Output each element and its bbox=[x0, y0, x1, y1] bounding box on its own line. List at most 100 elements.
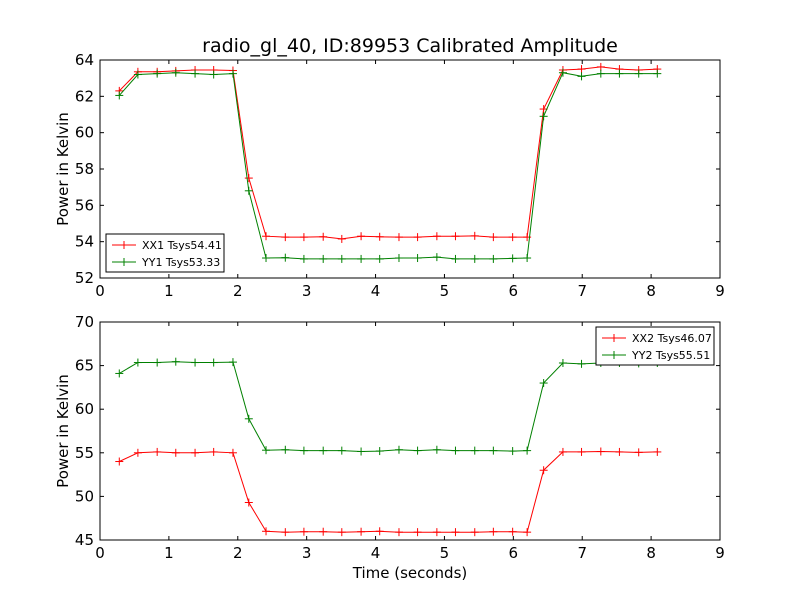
data-point bbox=[244, 186, 253, 195]
data-point bbox=[508, 254, 517, 263]
x-tick-label: 0 bbox=[95, 544, 105, 562]
data-point bbox=[432, 528, 441, 537]
data-point bbox=[337, 446, 346, 455]
data-point bbox=[299, 527, 308, 536]
x-tick-label: 6 bbox=[509, 282, 519, 300]
data-point bbox=[470, 254, 479, 263]
chart-title: radio_gl_40, ID:89953 Calibrated Amplitu… bbox=[202, 35, 618, 57]
data-point bbox=[281, 253, 290, 262]
x-axis-label: Time (seconds) bbox=[352, 564, 468, 582]
data-point bbox=[394, 233, 403, 242]
data-point bbox=[262, 254, 271, 263]
data-point bbox=[634, 448, 643, 457]
data-point bbox=[558, 68, 567, 77]
data-point bbox=[319, 232, 328, 241]
data-point bbox=[615, 447, 624, 456]
y-tick-label: 58 bbox=[75, 160, 94, 178]
data-point bbox=[523, 446, 532, 455]
data-point bbox=[244, 414, 253, 423]
data-point bbox=[244, 498, 253, 507]
x-tick-label: 7 bbox=[577, 544, 587, 562]
data-point bbox=[394, 445, 403, 454]
data-point bbox=[634, 69, 643, 78]
data-point bbox=[508, 527, 517, 536]
data-point bbox=[470, 446, 479, 455]
data-point bbox=[577, 72, 586, 81]
data-point bbox=[281, 528, 290, 537]
data-point bbox=[394, 528, 403, 537]
data-point bbox=[508, 447, 517, 456]
x-tick-label: 2 bbox=[233, 282, 243, 300]
data-point bbox=[115, 91, 124, 100]
x-tick-label: 6 bbox=[509, 544, 519, 562]
data-point bbox=[153, 69, 162, 78]
y-tick-label: 55 bbox=[75, 444, 94, 462]
y-tick-label: 54 bbox=[75, 233, 94, 251]
data-point bbox=[413, 254, 422, 263]
data-point bbox=[470, 528, 479, 537]
data-point bbox=[539, 112, 548, 121]
data-point bbox=[375, 232, 384, 241]
x-tick-label: 0 bbox=[95, 282, 105, 300]
data-point bbox=[523, 254, 532, 263]
data-point bbox=[319, 254, 328, 263]
data-point bbox=[489, 446, 498, 455]
y-tick-label: 70 bbox=[75, 313, 94, 331]
data-point bbox=[319, 446, 328, 455]
data-point bbox=[489, 254, 498, 263]
data-point bbox=[357, 232, 366, 241]
data-point bbox=[337, 234, 346, 243]
legend-label: YY1 Tsys53.33 bbox=[141, 256, 220, 269]
data-point bbox=[394, 254, 403, 263]
data-point bbox=[262, 527, 271, 536]
y-axis-label: Power in Kelvin bbox=[54, 374, 72, 488]
data-point bbox=[262, 232, 271, 241]
x-tick-label: 3 bbox=[302, 544, 312, 562]
x-tick-label: 4 bbox=[371, 544, 381, 562]
data-point bbox=[577, 447, 586, 456]
data-point bbox=[281, 445, 290, 454]
legend-box bbox=[105, 233, 225, 273]
data-point bbox=[451, 446, 460, 455]
data-point bbox=[558, 358, 567, 367]
x-tick-label: 1 bbox=[164, 544, 174, 562]
data-point bbox=[153, 358, 162, 367]
data-point bbox=[375, 254, 384, 263]
data-point bbox=[281, 233, 290, 242]
data-point bbox=[451, 232, 460, 241]
y-tick-label: 56 bbox=[75, 196, 94, 214]
data-point bbox=[357, 254, 366, 263]
data-point bbox=[413, 446, 422, 455]
data-point bbox=[191, 69, 200, 78]
y-tick-label: 52 bbox=[75, 269, 94, 287]
data-point bbox=[577, 65, 586, 74]
data-point bbox=[558, 447, 567, 456]
data-point bbox=[299, 233, 308, 242]
y-axis-label: Power in Kelvin bbox=[54, 112, 72, 226]
data-point bbox=[228, 69, 237, 78]
data-point bbox=[357, 527, 366, 536]
y-tick-label: 60 bbox=[75, 124, 94, 142]
data-point bbox=[432, 445, 441, 454]
y-tick-label: 64 bbox=[75, 51, 94, 69]
x-tick-label: 9 bbox=[715, 544, 725, 562]
data-point bbox=[299, 446, 308, 455]
data-point bbox=[413, 233, 422, 242]
data-point bbox=[596, 447, 605, 456]
data-point bbox=[115, 457, 124, 466]
data-point bbox=[470, 231, 479, 240]
data-point bbox=[153, 447, 162, 456]
x-tick-label: 1 bbox=[164, 282, 174, 300]
data-point bbox=[432, 253, 441, 262]
data-point bbox=[115, 369, 124, 378]
data-point bbox=[228, 448, 237, 457]
data-point bbox=[539, 379, 548, 388]
x-tick-label: 9 bbox=[715, 282, 725, 300]
data-point bbox=[653, 447, 662, 456]
x-tick-label: 8 bbox=[646, 282, 656, 300]
x-tick-label: 5 bbox=[440, 282, 450, 300]
legend-box bbox=[595, 326, 715, 366]
